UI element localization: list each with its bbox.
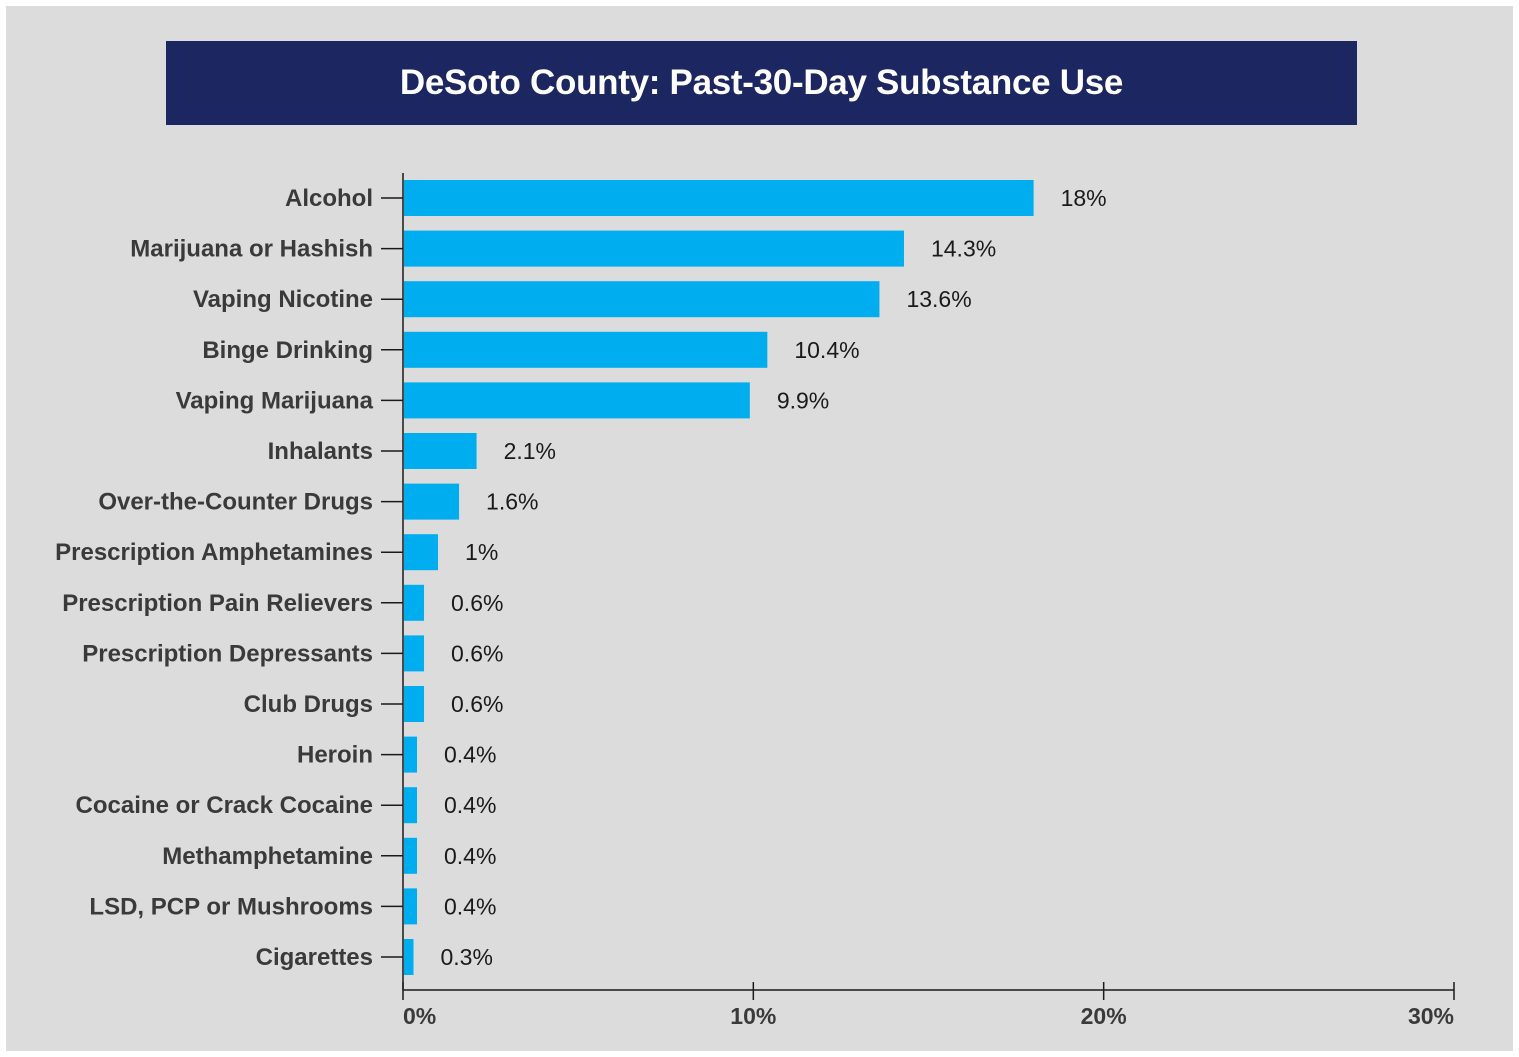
data-label: 18%	[1061, 185, 1107, 211]
data-label: 2.1%	[504, 438, 556, 464]
category-label: Methamphetamine	[162, 843, 373, 870]
x-tick-label: 30%	[1408, 1003, 1454, 1029]
chart-title: DeSoto County: Past-30-Day Substance Use	[399, 63, 1124, 102]
category-label: Heroin	[297, 742, 373, 769]
data-label: 0.4%	[444, 893, 496, 919]
bar	[404, 382, 750, 419]
bar	[404, 939, 414, 975]
category-label: Cigarettes	[256, 944, 373, 971]
bar	[404, 635, 425, 672]
bar	[404, 180, 1034, 216]
bar	[404, 331, 768, 368]
chart-title-banner: DeSoto County: Past-30-Day Substance Use	[166, 41, 1357, 125]
category-label: Vaping Marijuana	[176, 387, 374, 414]
bar	[404, 888, 418, 925]
category-label: Club Drugs	[244, 691, 373, 718]
data-label: 0.3%	[441, 944, 493, 970]
data-label: 0.4%	[444, 843, 496, 869]
x-tick-label: 0%	[403, 1003, 436, 1029]
category-label: Vaping Nicotine	[193, 286, 373, 313]
bar	[404, 686, 425, 722]
data-label: 14.3%	[931, 236, 996, 262]
bar	[404, 534, 439, 571]
category-label: Prescription Pain Relievers	[62, 590, 373, 617]
data-label: 0.6%	[451, 691, 503, 717]
data-label: 0.4%	[444, 792, 496, 818]
category-label: LSD, PCP or Mushrooms	[89, 893, 373, 920]
bar	[404, 483, 460, 520]
x-tick-label: 10%	[730, 1003, 776, 1029]
data-label: 0.4%	[444, 742, 496, 768]
category-label: Prescription Amphetamines	[55, 539, 373, 566]
category-label: Binge Drinking	[202, 337, 373, 364]
category-label: Cocaine or Crack Cocaine	[76, 792, 373, 819]
data-label: 9.9%	[777, 387, 829, 413]
data-label: 13.6%	[906, 286, 971, 312]
bar	[404, 837, 418, 874]
data-label: 1%	[465, 539, 498, 565]
bar	[404, 230, 904, 267]
category-label: Marijuana or Hashish	[130, 236, 373, 263]
bar	[404, 787, 418, 824]
data-label: 0.6%	[451, 640, 503, 666]
category-label: Over-the-Counter Drugs	[98, 489, 373, 516]
data-label: 0.6%	[451, 590, 503, 616]
x-tick-label: 20%	[1081, 1003, 1127, 1029]
bar	[404, 281, 880, 318]
category-label: Prescription Depressants	[82, 640, 373, 667]
category-label: Inhalants	[268, 438, 373, 465]
bar	[404, 433, 477, 469]
bar	[404, 736, 418, 773]
bar	[404, 584, 425, 621]
data-label: 1.6%	[486, 489, 538, 515]
data-label: 10.4%	[794, 337, 859, 363]
category-label: Alcohol	[285, 185, 373, 212]
